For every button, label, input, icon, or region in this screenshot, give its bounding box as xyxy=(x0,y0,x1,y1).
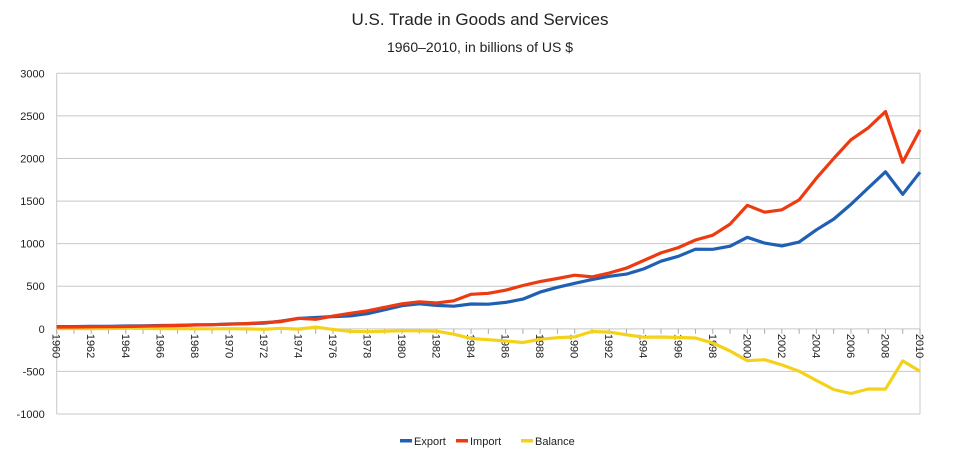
x-tick-label: 1974 xyxy=(291,334,303,358)
y-tick-label: -500 xyxy=(23,366,45,378)
x-tick-label: 1986 xyxy=(499,334,511,358)
legend-item-balance: Balance xyxy=(521,436,575,448)
legend-label: Balance xyxy=(535,436,575,448)
series-line-import xyxy=(56,109,922,329)
series-line-export xyxy=(56,170,922,329)
x-tick-label: 2000 xyxy=(740,334,752,358)
x-tick-label: 1998 xyxy=(706,334,718,358)
x-tick-label: 1994 xyxy=(637,334,649,358)
x-tick-label: 2004 xyxy=(809,334,821,358)
x-tick-label: 1980 xyxy=(395,334,407,358)
legend-label: Import xyxy=(470,436,501,448)
x-tick-label: 1964 xyxy=(119,334,131,358)
y-tick-label: 3000 xyxy=(20,68,44,80)
x-tick-label: 1992 xyxy=(602,334,614,358)
x-tick-label: 1996 xyxy=(671,334,683,358)
x-tick-label: 2008 xyxy=(878,334,890,358)
x-tick-label: 2010 xyxy=(913,334,925,358)
y-tick-label: 2500 xyxy=(20,111,44,123)
x-tick-label: 1970 xyxy=(222,334,234,358)
x-tick-label: 1978 xyxy=(360,334,372,358)
x-tick-label: 2002 xyxy=(775,334,787,358)
legend-swatch xyxy=(400,439,412,443)
y-tick-label: 2000 xyxy=(20,153,44,165)
y-axis: -1000 -500 0 500 1000 1500 2000 2500 3000 xyxy=(17,68,45,421)
x-tick-label: 1966 xyxy=(153,334,165,358)
legend-swatch xyxy=(456,439,468,443)
x-tick-label: 1990 xyxy=(568,334,580,358)
legend-swatch xyxy=(521,439,533,443)
y-tick-label: 1500 xyxy=(20,196,44,208)
y-tick-label: 0 xyxy=(39,324,45,336)
chart-subtitle: 1960–2010, in billions of US $ xyxy=(387,39,573,55)
y-tick-label: 1000 xyxy=(20,239,44,251)
series-lines xyxy=(56,109,922,396)
legend-item-export: Export xyxy=(400,436,446,448)
x-tick-label: 2006 xyxy=(844,334,856,358)
legend-label: Export xyxy=(414,436,446,448)
x-tick-label: 1982 xyxy=(430,334,442,358)
x-tick-label: 1976 xyxy=(326,334,338,358)
x-tick-label: 1968 xyxy=(188,334,200,358)
x-axis: 1960 1962 1964 1966 1968 1970 1972 1974 1976 1978… xyxy=(50,328,925,358)
x-tick-label: 1972 xyxy=(257,334,269,358)
y-tick-label: -1000 xyxy=(17,409,45,421)
series-line-balance xyxy=(56,325,921,396)
y-tick-label: 500 xyxy=(26,281,44,293)
x-tick-label: 1960 xyxy=(50,334,62,358)
chart-title: U.S. Trade in Goods and Services xyxy=(351,10,608,29)
x-tick-label: 1962 xyxy=(84,334,96,358)
legend: Export Import Balance xyxy=(400,436,575,448)
legend-item-import: Import xyxy=(456,436,501,448)
